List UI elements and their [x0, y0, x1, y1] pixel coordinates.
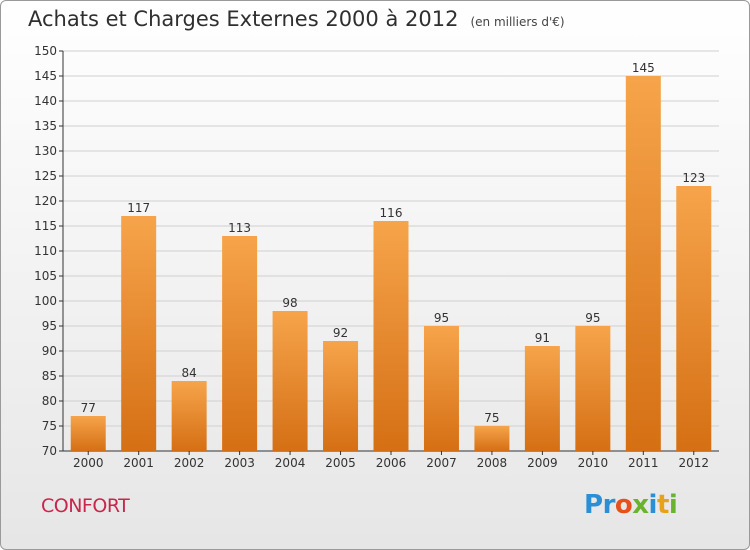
- bar: [575, 326, 611, 451]
- y-tick-label: 100: [34, 294, 57, 308]
- chart-title: Achats et Charges Externes 2000 à 2012 (e…: [28, 7, 565, 31]
- x-tick-label: 2011: [628, 456, 659, 470]
- y-tick-label: 70: [42, 444, 57, 458]
- bar-value-label: 116: [380, 206, 403, 220]
- x-tick-label: 2010: [578, 456, 609, 470]
- y-tick-label: 80: [42, 394, 57, 408]
- bar-value-label: 84: [182, 366, 197, 380]
- bar-value-label: 145: [632, 61, 655, 75]
- y-tick-label: 75: [42, 419, 57, 433]
- bar: [272, 311, 308, 451]
- proxiti-logo: Proxiti: [584, 490, 678, 520]
- x-tick-label: 2005: [325, 456, 356, 470]
- y-tick-label: 85: [42, 369, 57, 383]
- y-tick-label: 95: [42, 319, 57, 333]
- logo-letter: P: [584, 490, 603, 520]
- label-layer: 77 117 84 113 98 92 116 95 75 91 95 145 123: [81, 61, 706, 425]
- bar-value-label: 75: [484, 411, 499, 425]
- bar: [625, 76, 661, 451]
- logo-letter: i: [648, 490, 658, 520]
- logo-letter: r: [602, 490, 616, 520]
- bar: [323, 341, 359, 451]
- x-tick-label: 2001: [123, 456, 154, 470]
- y-tick-label: 105: [34, 269, 57, 283]
- x-tick-label: 2012: [678, 456, 709, 470]
- y-tick-label: 115: [34, 219, 57, 233]
- logo-letter: o: [614, 490, 633, 520]
- logo-letter: t: [656, 490, 669, 520]
- y-tick-label: 110: [34, 244, 57, 258]
- bar-value-label: 91: [535, 331, 550, 345]
- chart-unit: (en milliers d'€): [470, 15, 565, 29]
- bar-value-label: 113: [228, 221, 251, 235]
- x-tick-label: 2002: [174, 456, 205, 470]
- y-tick-label: 150: [34, 44, 57, 58]
- y-tick-label: 145: [34, 69, 57, 83]
- bar-value-label: 92: [333, 326, 348, 340]
- bar: [70, 416, 106, 451]
- bar-value-label: 123: [682, 171, 705, 185]
- logo-letter: i: [668, 490, 678, 520]
- logo-letter: x: [632, 490, 649, 520]
- bar-value-label: 95: [585, 311, 600, 325]
- bar-layer: [70, 76, 712, 451]
- bar: [524, 346, 560, 451]
- chart-title-text: Achats et Charges Externes 2000 à 2012: [28, 7, 459, 31]
- bar-value-label: 95: [434, 311, 449, 325]
- y-tick-label: 120: [34, 194, 57, 208]
- commune-label: CONFORT: [41, 495, 130, 517]
- bar: [121, 216, 157, 451]
- x-tick-label: 2007: [426, 456, 457, 470]
- x-tick-label: 2006: [376, 456, 407, 470]
- x-tick-label: 2008: [477, 456, 508, 470]
- x-tick-label: 2000: [73, 456, 104, 470]
- bar: [474, 426, 510, 451]
- y-tick-label: 130: [34, 144, 57, 158]
- y-tick-label: 90: [42, 344, 57, 358]
- bar: [373, 221, 409, 451]
- x-tick-label: 2003: [224, 456, 255, 470]
- bar: [676, 186, 712, 451]
- bar: [171, 381, 207, 451]
- bar-value-label: 98: [282, 296, 297, 310]
- y-tick-label: 125: [34, 169, 57, 183]
- bar: [423, 326, 459, 451]
- bar-value-label: 77: [81, 401, 96, 415]
- x-tick-label: 2004: [275, 456, 306, 470]
- x-tick-label: 2009: [527, 456, 558, 470]
- y-tick-label: 140: [34, 94, 57, 108]
- y-tick-label: 135: [34, 119, 57, 133]
- bar-value-label: 117: [127, 201, 150, 215]
- bar: [222, 236, 258, 451]
